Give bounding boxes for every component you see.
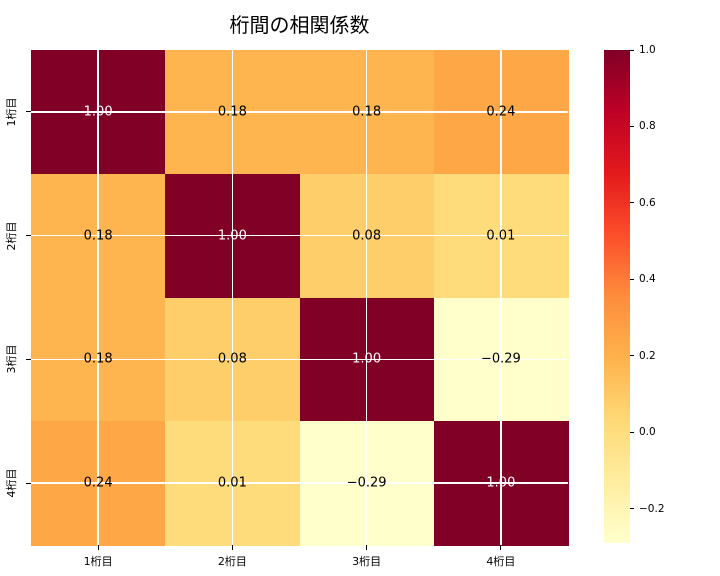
x-tick-label: 4桁目 [486,555,516,568]
colorbar-tick-label: 0.2 [639,349,656,362]
colorbar-tick-label: 0.4 [639,273,656,286]
y-axis-tick [26,235,31,237]
grid-line-horizontal [31,358,568,361]
y-axis-tick [26,111,31,113]
colorbar-tick [630,125,634,127]
colorbar-tick [630,50,634,51]
colorbar-tick [630,278,634,280]
y-tick-label: 1桁目 [5,97,18,127]
cell-value-label: 0.24 [486,104,516,120]
grid-line-vertical [231,50,234,545]
cell-value-label: 1.00 [83,104,113,120]
y-axis-tick [26,482,31,484]
grid-line-vertical [97,50,99,545]
colorbar-tick-label: 0.6 [639,196,656,209]
cell-value-label: 1.00 [352,351,382,367]
cell-value-label: 0.18 [217,104,247,120]
cell-value-label: −0.29 [346,475,387,491]
cell-value-label: 0.18 [83,351,113,367]
grid-line-horizontal [31,234,568,237]
cell-value-label: 0.18 [83,228,113,244]
x-axis-tick [366,545,368,550]
colorbar-tick-label: 0.8 [639,120,656,133]
cell-value-label: 1.00 [486,475,516,491]
cell-value-label: 0.01 [486,228,516,244]
colorbar-tick-label: 1.0 [639,44,656,56]
colorbar: 1.0 0.8 0.6 0.4 0.2 0.0 −0.2 [604,44,665,543]
grid-line-horizontal [31,111,568,113]
colorbar-tick [630,355,634,357]
colorbar-tick-label: 0.0 [639,426,656,439]
cell-value-label: 0.08 [217,351,247,367]
colorbar-tick [630,431,634,433]
y-tick-label: 3桁目 [5,344,18,374]
x-axis-tick [500,545,502,550]
chart-title: 桁間の相関係数 [229,13,370,37]
cell-value-label: 0.08 [352,228,382,244]
cell-value-label: 1.00 [217,228,247,244]
y-tick-label: 2桁目 [5,221,18,251]
heatmap-plot: 1.00 0.18 0.18 0.24 0.18 1.00 0.08 0.01 0.18 0.08… [31,50,569,546]
colorbar-tick [630,202,634,204]
cell-value-label: −0.29 [480,351,521,367]
x-axis-tick [231,545,233,550]
cell-value-label: 0.24 [83,475,113,491]
grid-line-vertical [365,50,368,545]
colorbar-gradient [604,50,630,543]
grid-line-vertical [500,50,502,545]
x-tick-label: 2桁目 [217,555,247,568]
colorbar-tick-label: −0.2 [639,502,665,515]
colorbar-tick [630,508,634,510]
grid-line-horizontal [31,482,568,484]
x-axis-tick [97,545,99,550]
cell-value-label: 0.18 [352,104,382,120]
x-tick-label: 1桁目 [83,555,113,568]
y-tick-label: 4桁目 [5,468,18,498]
cell-value-label: 0.01 [217,475,247,491]
y-axis-tick [26,358,31,360]
x-tick-label: 3桁目 [352,555,382,568]
